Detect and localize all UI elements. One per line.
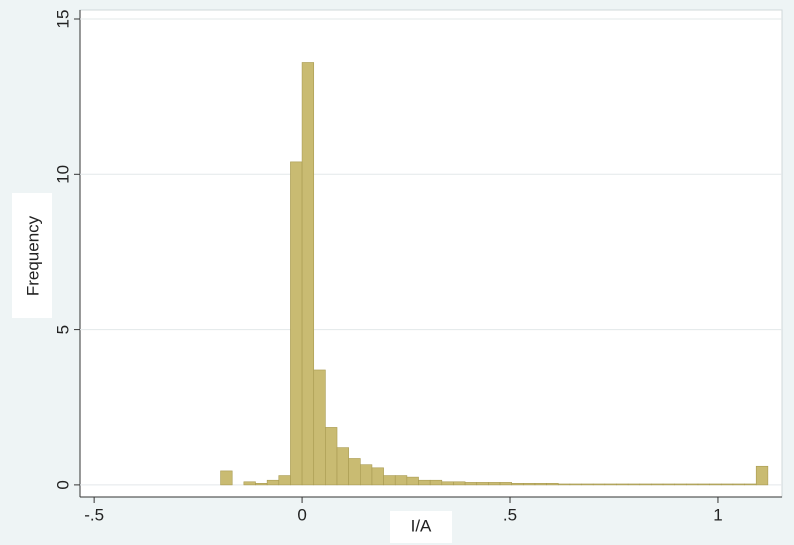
bar [651,483,664,486]
bar [569,483,582,486]
bar [429,479,443,486]
bar [511,483,524,486]
bar [592,483,606,486]
bar [720,483,734,486]
bar [744,483,757,486]
bar [557,483,571,486]
bar [278,475,291,486]
x-tick-label: 0 [297,505,306,524]
bar [674,483,687,486]
bar [348,458,361,486]
x-tick-label: 1 [713,505,722,524]
bar [255,483,268,486]
bar [616,483,629,486]
bar [686,483,699,486]
y-tick-label: 0 [53,480,72,489]
bar [266,479,280,486]
bar [371,467,384,486]
x-tick-label: -.5 [84,505,104,524]
y-axis-title: Frequency [23,215,42,296]
bar [441,481,454,486]
bar [488,482,501,486]
bar [301,62,315,486]
y-title-box [12,193,52,318]
bar [453,481,466,486]
y-tick-label: 10 [53,165,72,184]
bar [394,475,408,486]
plot-area [79,9,783,498]
x-axis-title: I/A [411,516,432,535]
bar [499,482,512,486]
bar [709,483,722,486]
y-tick-label: 15 [53,10,72,29]
bar [581,483,594,486]
bar [546,483,559,486]
x-tick-label: .5 [503,505,517,524]
y-tick-label: 5 [53,325,72,334]
bar [662,483,676,486]
bar [534,483,547,486]
bar [604,483,617,486]
bar [290,161,303,486]
bar [406,476,419,486]
bar [418,479,431,486]
bar [476,482,489,486]
bar [697,483,710,486]
bar [325,427,338,486]
bar [220,470,233,486]
bar [732,483,745,486]
bar [360,464,373,486]
bar [639,483,652,486]
bar [627,483,641,486]
bar [523,483,536,486]
bar [336,447,349,486]
x-title-box [390,511,452,543]
bar [243,481,256,486]
bar [755,465,769,486]
bar [313,369,326,486]
bar [464,482,478,486]
bar [383,475,396,486]
